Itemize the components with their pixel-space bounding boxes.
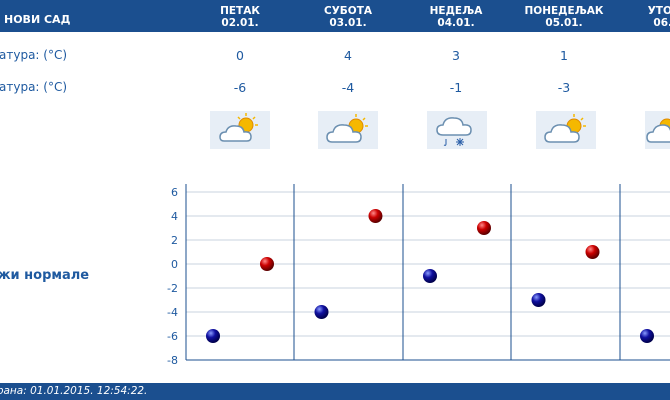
- day-date: 02.01.: [221, 17, 259, 29]
- day-date: 03.01.: [329, 17, 367, 29]
- show-normals-toggle[interactable]: кажи нормале: [0, 268, 90, 283]
- updated-timestamp: ирана: 01.01.2015. 12:54:22.: [0, 385, 148, 397]
- y-tick-label: -4: [167, 306, 178, 319]
- max-temp-day2: 4: [344, 48, 352, 63]
- max-temp-point: [585, 245, 600, 259]
- day-name: УТОРАК: [647, 5, 670, 17]
- header-bar: НОВИ САД ПЕТАК 02.01. СУБОТА 03.01. НЕДЕ…: [0, 0, 670, 32]
- max-temp-point: [260, 257, 274, 271]
- day-header-1: ПЕТАК 02.01.: [185, 5, 295, 29]
- min-temp-day3: -1: [449, 80, 463, 95]
- day-header-3: НЕДЕЉА 04.01.: [401, 5, 511, 29]
- y-tick-label: -6: [167, 330, 178, 343]
- min-temp-day5: -: [617, 80, 670, 95]
- min-temp-day2: -4: [341, 80, 355, 95]
- y-tick-label: -8: [167, 354, 178, 364]
- day-name: СУБОТА: [323, 5, 373, 17]
- max-temp-label: ература: (°C): [0, 48, 68, 62]
- day-header-2: СУБОТА 03.01.: [293, 5, 403, 29]
- temperature-chart: 6 4 2 0 -2 -4 -6 -8: [167, 184, 670, 364]
- min-temp-point: [640, 329, 654, 343]
- max-temp-day3: 3: [452, 48, 460, 63]
- min-temp-point: [423, 269, 437, 283]
- day-header-5: УТОРАК 06.01.: [617, 5, 670, 29]
- day-name: ПОНЕДЕЉАК: [524, 5, 604, 17]
- partly-cloudy-icon: [645, 111, 670, 149]
- max-temp-point: [368, 209, 383, 223]
- min-temp-point: [206, 329, 220, 343]
- day-date: 05.01.: [545, 17, 583, 29]
- y-tick-label: 0: [171, 258, 178, 271]
- y-tick-label: 4: [171, 210, 178, 223]
- max-temp-day4: 1: [560, 48, 568, 63]
- day-header-4: ПОНЕДЕЉАК 05.01.: [509, 5, 619, 29]
- day-date: 04.01.: [437, 17, 475, 29]
- cloud-snow-icon: [427, 111, 487, 149]
- partly-cloudy-icon: [536, 111, 596, 149]
- day-date: 06.01.: [653, 17, 670, 29]
- y-tick-label: 2: [171, 234, 178, 247]
- partly-cloudy-icon: [210, 111, 270, 149]
- city-name: НОВИ САД: [4, 13, 71, 26]
- y-tick-label: -2: [167, 282, 178, 295]
- min-temp-day1: -6: [233, 80, 247, 95]
- day-name: НЕДЕЉА: [429, 5, 483, 17]
- max-temp-day1: 0: [236, 48, 244, 63]
- day-name: ПЕТАК: [220, 5, 260, 17]
- min-temp-point: [314, 305, 329, 319]
- min-temp-label: ература: (°C): [0, 80, 68, 94]
- partly-cloudy-icon: [318, 111, 378, 149]
- min-temp-day4: -3: [557, 80, 571, 95]
- y-tick-label: 6: [171, 186, 178, 199]
- footer-bar: ирана: 01.01.2015. 12:54:22.: [0, 383, 670, 400]
- min-temp-point: [531, 293, 546, 307]
- max-temp-point: [477, 221, 491, 235]
